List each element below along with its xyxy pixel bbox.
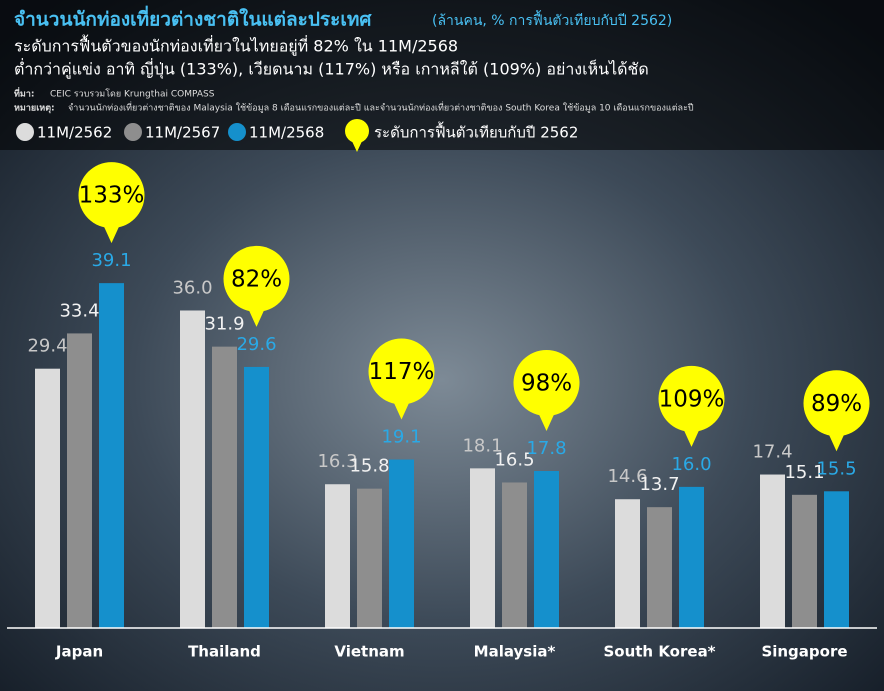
legend-swatch [228,123,246,141]
bar [244,366,269,628]
bar [357,488,382,628]
value-label: 16.5 [494,449,534,470]
bar [99,283,124,628]
bar [389,459,414,628]
x-tick-label: Vietnam [334,643,404,661]
subtitle: ระดับการฟื้นตัวของนักท่องเที่ยวในไทยอยู่… [14,35,458,57]
bar [824,491,849,628]
bar [180,310,205,628]
value-label: 17.4 [752,442,792,463]
recovery-label: 98% [521,371,572,397]
bar [679,486,704,628]
value-label: 16.3 [317,451,357,472]
bar [325,484,350,628]
value-label: 36.0 [172,277,212,298]
value-label: 18.1 [462,435,502,456]
bar [502,482,527,628]
bar [615,499,640,628]
bar [67,333,92,628]
source: CEIC รวบรวมโดย Krungthai COMPASS [50,89,215,100]
value-label: 15.8 [349,456,389,477]
x-tick-label: Japan [55,643,103,661]
legend-label: 11M/2568 [249,124,324,142]
units: (ล้านคน, % การฟื้นตัวเทียบกับปี 2562) [432,10,672,29]
value-label: 15.1 [784,462,824,483]
recovery-label: 109% [659,386,725,412]
legend-label: ระดับการฟื้นตัวเทียบกับปี 2562 [374,122,578,142]
chart-title: จำนวนนักท่องเที่ยวต่างชาติในแต่ละประเทศ [14,6,372,31]
value-label: 39.1 [91,250,131,271]
recovery-bubble [803,370,870,437]
value-label: 13.7 [639,474,679,495]
recovery-bubble [658,365,725,432]
source-label: ที่มา: [14,87,35,100]
recovery-bubble [513,350,580,417]
legend-swatch [124,123,142,141]
bar [35,368,60,628]
value-label: 33.4 [59,300,99,321]
recovery-label: 89% [811,391,862,417]
value-label: 16.0 [671,454,711,475]
recovery-bubble [78,162,145,229]
recovery-label: 133% [79,183,145,209]
value-label: 19.1 [381,427,421,448]
value-label: 17.8 [526,438,566,459]
recovery-bubble [223,245,290,312]
recovery-bubble [368,338,435,405]
x-tick-label: Thailand [188,643,261,661]
legend-label: 11M/2562 [37,124,112,142]
bar [760,474,785,628]
x-tick-label: Singapore [761,643,847,661]
bar [792,494,817,628]
value-label: 15.5 [816,458,856,479]
value-label: 29.6 [236,334,276,355]
bar [470,468,495,628]
legend-swatch [345,119,369,143]
x-tick-label: Malaysia* [474,643,556,661]
value-label: 14.6 [607,466,647,487]
note-label: หมายเหตุ: [14,104,55,114]
header-shade [0,0,884,150]
recovery-label: 117% [369,359,435,385]
bar [647,507,672,628]
value-label: 31.9 [204,314,244,335]
value-label: 29.4 [27,336,67,357]
legend-swatch [16,123,34,141]
legend-label: 11M/2567 [145,124,220,142]
note: จำนวนนักท่องเที่ยวต่างชาติของ Malaysia ใ… [68,101,694,114]
bar [534,471,559,628]
subtitle: ต่ำกว่าคู่แข่ง อาทิ ญี่ปุ่น (133%), เวีย… [14,58,649,80]
recovery-label: 82% [231,266,282,292]
x-tick-label: South Korea* [603,643,715,661]
bar [212,346,237,628]
